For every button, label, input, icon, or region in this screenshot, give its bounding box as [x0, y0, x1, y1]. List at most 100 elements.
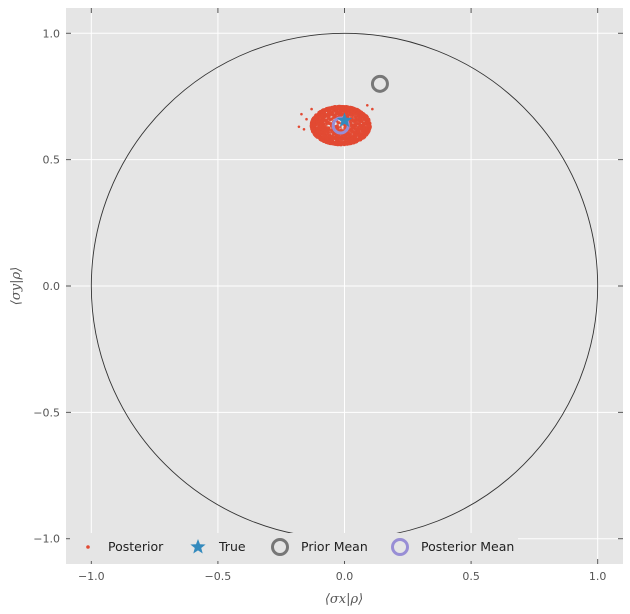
- posterior-point: [329, 137, 333, 141]
- posterior-point: [343, 136, 346, 140]
- y-tick-label: 0.0: [43, 280, 61, 293]
- posterior-point: [334, 112, 338, 116]
- posterior-point: [332, 137, 335, 141]
- posterior-point: [321, 118, 325, 121]
- legend-true-label: True: [218, 539, 246, 554]
- posterior-point: [360, 126, 363, 129]
- posterior-point: [327, 115, 330, 118]
- x-tick-label: 0.0: [336, 570, 354, 583]
- y-tick-label: −0.5: [33, 406, 60, 419]
- posterior-point: [363, 121, 367, 125]
- y-tick-label: 0.5: [43, 154, 61, 167]
- x-tick-label: −1.0: [78, 570, 105, 583]
- posterior-point: [354, 119, 357, 122]
- posterior-point: [338, 110, 342, 113]
- posterior-point: [339, 125, 342, 129]
- posterior-point: [331, 116, 334, 120]
- posterior-point: [321, 126, 325, 130]
- posterior-point: [317, 122, 320, 125]
- posterior-point: [343, 124, 347, 128]
- posterior-point: [355, 133, 358, 137]
- posterior-point: [349, 112, 353, 116]
- posterior-point: [354, 126, 357, 129]
- posterior-point: [352, 132, 355, 136]
- posterior-point: [323, 124, 327, 128]
- legend: Posterior True Prior Mean Posterior Mean: [70, 533, 518, 561]
- legend-prior-mean-label: Prior Mean: [301, 539, 368, 554]
- posterior-point: [348, 137, 351, 141]
- legend-true-marker: [190, 539, 206, 554]
- ticks: −1.0 −0.5 0.0 0.5 1.0 −1.0 −0.5 0.0 0.5 1.0: [33, 8, 623, 583]
- x-tick-label: 0.5: [462, 570, 480, 583]
- legend-posterior-marker: [86, 545, 90, 549]
- posterior-point: [319, 123, 323, 127]
- posterior-point: [317, 119, 321, 123]
- posterior-point: [330, 135, 334, 139]
- true-marker: [336, 112, 353, 127]
- markers: [331, 74, 389, 135]
- posterior-point: [353, 114, 357, 118]
- posterior-point: [361, 123, 364, 127]
- posterior-point: [371, 107, 374, 111]
- posterior-point: [352, 120, 355, 123]
- posterior-point: [325, 131, 328, 135]
- posterior-point: [338, 113, 341, 116]
- posterior-point: [330, 130, 334, 133]
- posterior-point: [310, 107, 313, 111]
- posterior-point: [297, 125, 301, 129]
- posterior-point: [335, 133, 338, 137]
- posterior-point: [328, 133, 331, 137]
- legend-posterior-label: Posterior: [108, 539, 164, 554]
- posterior-point: [329, 118, 332, 122]
- y-axis-label: ⟨σy|ρ⟩: [9, 267, 24, 305]
- posterior-point: [327, 128, 331, 131]
- posterior-point: [305, 117, 308, 121]
- legend-box: [70, 533, 518, 561]
- posterior-point: [300, 112, 303, 116]
- posterior-point: [325, 113, 329, 116]
- posterior-point: [357, 130, 360, 134]
- posterior-point: [352, 130, 355, 133]
- posterior-point: [349, 124, 353, 128]
- x-axis-label: ⟨σx|ρ⟩: [325, 592, 363, 607]
- x-tick-label: 1.0: [589, 570, 607, 583]
- posterior-point: [350, 127, 353, 131]
- posterior-point: [302, 128, 306, 131]
- posterior-point: [328, 135, 331, 138]
- posterior-point: [366, 123, 371, 128]
- posterior-point: [350, 115, 353, 118]
- posterior-point: [368, 128, 372, 131]
- posterior-point: [336, 137, 339, 141]
- y-tick-label: −1.0: [33, 533, 60, 546]
- posterior-point: [336, 121, 340, 124]
- y-tick-label: 1.0: [43, 27, 61, 40]
- posterior-point: [333, 136, 337, 140]
- posterior-point: [352, 126, 355, 130]
- posterior-point: [326, 120, 330, 124]
- posterior-point: [356, 117, 359, 121]
- posterior-point: [324, 115, 328, 118]
- prior-mean-marker: [370, 74, 389, 93]
- posterior-point: [324, 120, 328, 124]
- posterior-point: [354, 124, 357, 127]
- x-tick-label: −0.5: [205, 570, 232, 583]
- posterior-point: [348, 131, 352, 135]
- posterior-point: [354, 121, 358, 125]
- posterior-point: [337, 134, 340, 137]
- legend-prior-mean-marker: [271, 538, 289, 556]
- posterior-point: [339, 137, 343, 140]
- posterior-point: [361, 118, 364, 122]
- posterior-point: [334, 125, 338, 129]
- posterior-point: [349, 120, 352, 124]
- posterior-point: [365, 104, 369, 107]
- posterior-point: [330, 112, 334, 115]
- posterior-point: [356, 114, 360, 118]
- posterior-point: [336, 125, 340, 129]
- posterior-point: [349, 134, 352, 138]
- posterior-point: [357, 121, 360, 125]
- posterior-point: [358, 117, 362, 120]
- posterior-point: [321, 128, 325, 132]
- legend-posterior-mean-marker: [391, 538, 409, 556]
- posterior-point: [322, 133, 325, 137]
